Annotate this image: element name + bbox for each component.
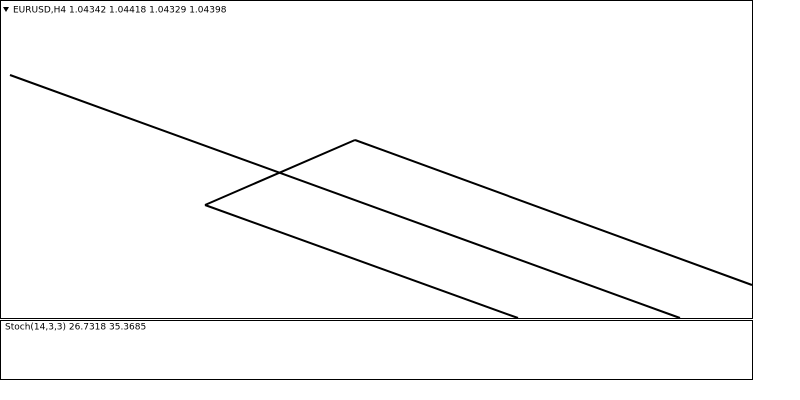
stoch-panel xyxy=(0,320,753,380)
channel-line xyxy=(9,74,681,319)
channel-line xyxy=(204,204,519,319)
channel-line xyxy=(354,139,753,286)
chart-title: EURUSD,H4 1.04342 1.04418 1.04329 1.0439… xyxy=(13,6,227,16)
channel-line xyxy=(204,139,356,206)
menu-arrow xyxy=(3,7,9,12)
stoch-title: Stoch(14,3,3) 26.7318 35.3685 xyxy=(5,323,146,333)
trend-lines xyxy=(9,74,753,319)
main-panel xyxy=(0,0,753,319)
